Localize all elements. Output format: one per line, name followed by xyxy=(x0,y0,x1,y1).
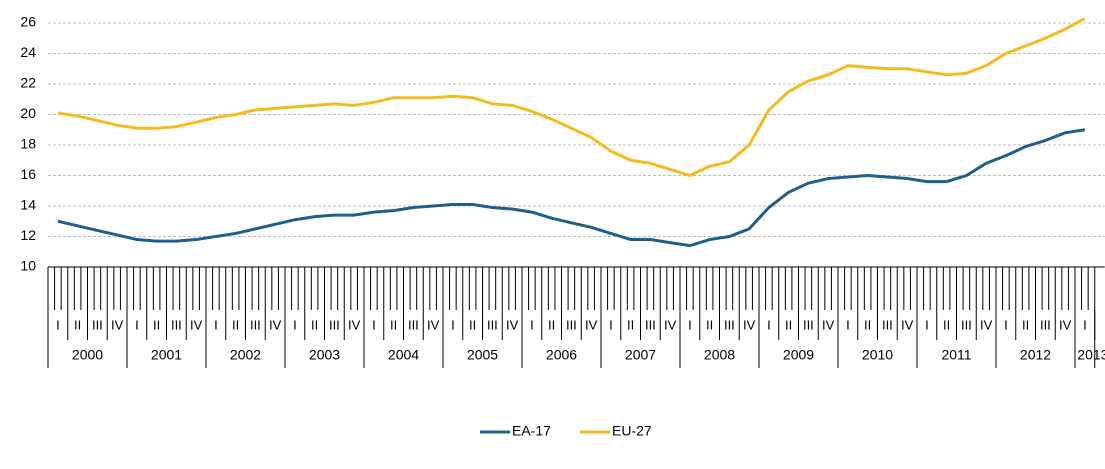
x-tick-label: II xyxy=(390,317,397,332)
x-tick-label: I xyxy=(688,317,692,332)
x-tick-label: I xyxy=(56,317,60,332)
year-label: 2008 xyxy=(704,347,735,363)
y-tick-label: 14 xyxy=(20,197,36,213)
x-tick-label: II xyxy=(548,317,555,332)
x-tick-label: II xyxy=(785,317,792,332)
x-tick-label: III xyxy=(171,317,182,332)
x-tick-label: II xyxy=(864,317,871,332)
x-tick-label: III xyxy=(803,317,814,332)
year-label: 2003 xyxy=(309,347,340,363)
x-tick-label: III xyxy=(645,317,656,332)
y-tick-label: 22 xyxy=(20,75,36,91)
x-tick-label: III xyxy=(724,317,735,332)
x-tick-label: III xyxy=(961,317,972,332)
x-tick-label: III xyxy=(329,317,340,332)
x-tick-label: II xyxy=(153,317,160,332)
x-tick-label: II xyxy=(311,317,318,332)
x-tick-label: I xyxy=(846,317,850,332)
x-tick-label: IV xyxy=(901,317,914,332)
x-tick-label: I xyxy=(1004,317,1008,332)
x-tick-label: IV xyxy=(506,317,519,332)
year-label: 2013 xyxy=(1077,347,1105,363)
x-tick-label: I xyxy=(135,317,139,332)
x-tick-label: III xyxy=(487,317,498,332)
y-tick-label: 18 xyxy=(20,136,36,152)
x-tick-label: II xyxy=(627,317,634,332)
x-tick-label: IV xyxy=(1059,317,1072,332)
year-label: 2000 xyxy=(72,347,103,363)
x-tick-label: I xyxy=(214,317,218,332)
x-tick-label: I xyxy=(925,317,929,332)
x-tick-label: IV xyxy=(980,317,993,332)
y-tick-label: 26 xyxy=(20,14,36,30)
year-label: 2006 xyxy=(546,347,577,363)
x-tick-label: IV xyxy=(743,317,756,332)
x-tick-label: III xyxy=(250,317,261,332)
y-tick-label: 10 xyxy=(20,258,36,274)
x-tick-label: IV xyxy=(427,317,440,332)
x-tick-label: IV xyxy=(111,317,124,332)
x-tick-label: I xyxy=(609,317,613,332)
year-label: 2004 xyxy=(388,347,419,363)
year-label: 2010 xyxy=(862,347,893,363)
year-label: 2002 xyxy=(230,347,261,363)
year-label: 2012 xyxy=(1020,347,1051,363)
x-tick-label: III xyxy=(92,317,103,332)
x-tick-label: IV xyxy=(348,317,361,332)
x-tick-label: I xyxy=(530,317,534,332)
x-tick-label: I xyxy=(372,317,376,332)
x-tick-label: IV xyxy=(822,317,835,332)
series-line xyxy=(57,128,1086,248)
x-tick-label: III xyxy=(882,317,893,332)
series-line xyxy=(57,17,1086,178)
legend-label: EU-27 xyxy=(612,423,652,439)
x-tick-label: IV xyxy=(585,317,598,332)
y-tick-label: 16 xyxy=(20,166,36,182)
x-tick-label: III xyxy=(1040,317,1051,332)
year-label: 2001 xyxy=(151,347,182,363)
legend-label: EA-17 xyxy=(512,423,551,439)
x-tick-label: IV xyxy=(664,317,677,332)
x-tick-label: I xyxy=(767,317,771,332)
x-tick-label: I xyxy=(451,317,455,332)
y-tick-label: 12 xyxy=(20,227,36,243)
year-label: 2011 xyxy=(941,347,971,363)
x-tick-label: II xyxy=(706,317,713,332)
x-tick-label: II xyxy=(469,317,476,332)
x-tick-label: IV xyxy=(269,317,282,332)
x-tick-label: III xyxy=(408,317,419,332)
x-tick-label: I xyxy=(1083,317,1087,332)
year-label: 2009 xyxy=(783,347,814,363)
y-tick-label: 24 xyxy=(20,44,36,60)
x-tick-label: II xyxy=(1022,317,1029,332)
x-tick-label: II xyxy=(232,317,239,332)
y-tick-label: 20 xyxy=(20,105,36,121)
year-label: 2007 xyxy=(625,347,656,363)
x-tick-label: II xyxy=(943,317,950,332)
x-tick-label: IV xyxy=(190,317,203,332)
year-label: 2005 xyxy=(467,347,498,363)
x-tick-label: I xyxy=(293,317,297,332)
x-tick-label: II xyxy=(74,317,81,332)
x-tick-label: III xyxy=(566,317,577,332)
